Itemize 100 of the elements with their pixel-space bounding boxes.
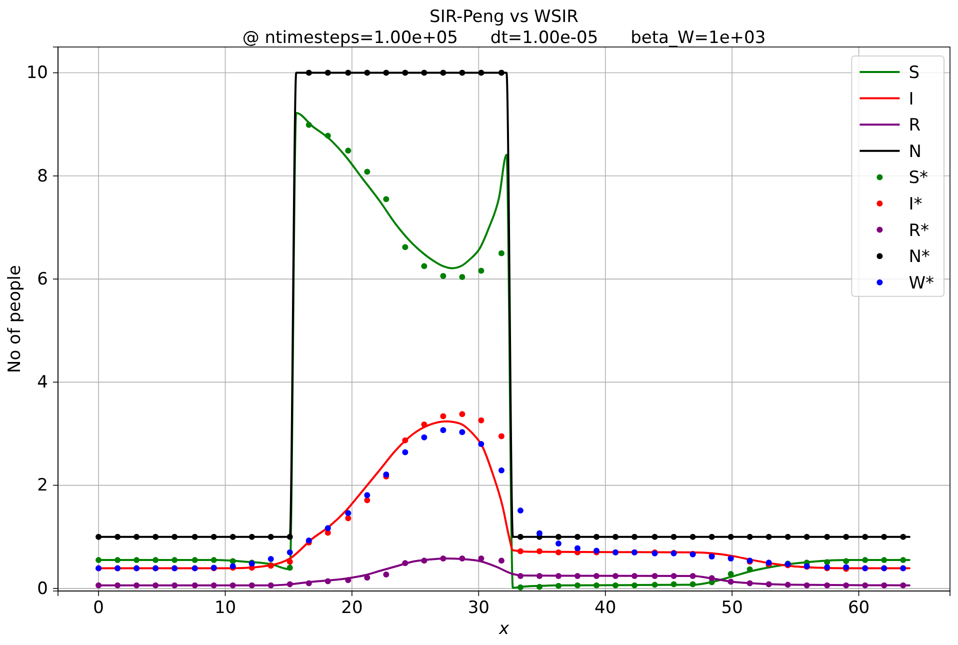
point xyxy=(708,534,715,540)
point xyxy=(192,582,198,588)
point xyxy=(459,429,466,436)
point xyxy=(402,244,408,250)
point xyxy=(632,582,638,588)
point xyxy=(574,534,580,540)
point xyxy=(862,534,868,540)
point xyxy=(383,196,390,202)
point xyxy=(708,575,715,582)
point xyxy=(286,558,293,565)
x-tick-label: 40 xyxy=(594,598,616,618)
point xyxy=(593,534,600,540)
point xyxy=(536,573,542,580)
legend-label: N xyxy=(908,142,922,162)
point xyxy=(324,132,331,139)
point xyxy=(574,582,580,588)
point xyxy=(784,534,791,540)
point xyxy=(517,573,524,580)
point xyxy=(862,582,868,588)
point xyxy=(440,556,446,562)
point xyxy=(459,274,466,280)
point xyxy=(824,582,830,588)
point xyxy=(345,70,352,76)
point xyxy=(555,573,562,580)
point xyxy=(498,70,504,76)
point xyxy=(881,534,888,540)
legend-label: R xyxy=(908,116,921,136)
point xyxy=(345,148,352,154)
point xyxy=(306,537,312,544)
x-tick-label: 10 xyxy=(214,598,236,618)
point xyxy=(96,557,102,564)
point xyxy=(536,530,542,536)
y-tick-label: 8 xyxy=(37,166,48,186)
point xyxy=(824,534,830,540)
point xyxy=(324,70,331,76)
point xyxy=(843,558,850,564)
point xyxy=(843,534,850,540)
point xyxy=(306,580,312,586)
x-tick-label: 30 xyxy=(468,598,490,618)
point xyxy=(804,582,810,588)
point xyxy=(134,582,140,588)
point xyxy=(96,582,102,588)
point xyxy=(517,548,524,554)
point xyxy=(345,577,352,584)
point xyxy=(172,582,178,588)
point xyxy=(286,549,293,556)
point xyxy=(900,534,906,540)
point xyxy=(421,558,428,564)
point xyxy=(172,557,178,564)
point xyxy=(690,581,696,588)
legend-label: R* xyxy=(908,220,929,241)
point xyxy=(536,584,542,590)
point xyxy=(536,548,542,554)
point xyxy=(574,545,580,552)
legend-label: W* xyxy=(908,273,934,294)
point xyxy=(286,534,293,540)
legend-label: N* xyxy=(908,247,930,268)
point xyxy=(210,582,217,588)
point xyxy=(134,534,140,540)
point xyxy=(728,534,734,540)
point xyxy=(593,582,600,588)
point xyxy=(652,582,658,588)
point xyxy=(843,582,850,588)
legend-label: I xyxy=(908,89,914,110)
chart-title: SIR-Peng vs WSIR xyxy=(430,7,579,27)
point xyxy=(670,581,677,588)
x-tick-label: 50 xyxy=(721,598,743,618)
point xyxy=(746,534,753,540)
point xyxy=(555,540,562,547)
point xyxy=(517,534,524,540)
point xyxy=(114,582,121,588)
point xyxy=(612,534,618,540)
legend-label: S* xyxy=(908,168,928,188)
point xyxy=(593,573,600,580)
x-tick-label: 60 xyxy=(848,598,870,618)
point xyxy=(345,510,352,516)
point xyxy=(440,413,446,420)
point xyxy=(421,263,428,270)
point xyxy=(652,573,658,580)
x-tick-label: 0 xyxy=(93,598,104,618)
point xyxy=(440,272,446,279)
point xyxy=(652,534,658,540)
point xyxy=(230,582,236,588)
point xyxy=(364,70,370,76)
point xyxy=(306,122,312,128)
point xyxy=(268,534,274,540)
point xyxy=(421,421,428,428)
point xyxy=(345,515,352,522)
point xyxy=(230,558,236,564)
point xyxy=(268,556,274,562)
point xyxy=(459,70,466,76)
point xyxy=(498,558,504,564)
point xyxy=(114,557,121,564)
point xyxy=(364,497,370,504)
point xyxy=(402,449,408,456)
point xyxy=(383,572,390,578)
point xyxy=(612,573,618,580)
point xyxy=(268,582,274,588)
point xyxy=(152,534,159,540)
point xyxy=(824,559,830,566)
